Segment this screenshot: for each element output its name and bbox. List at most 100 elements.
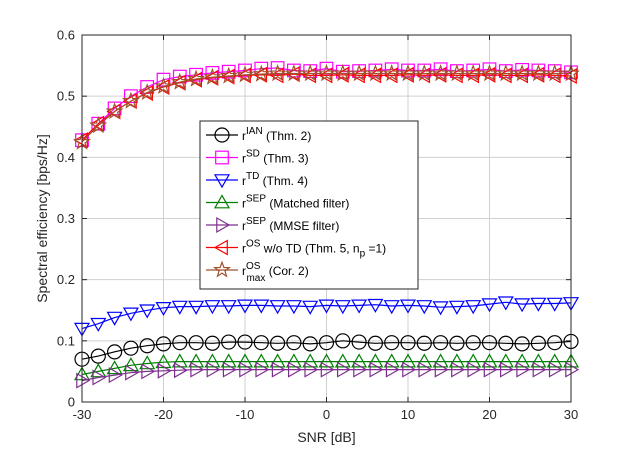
y-tick-label: 0.6 xyxy=(57,28,75,43)
data-point xyxy=(546,67,561,84)
data-point xyxy=(236,353,254,368)
data-point xyxy=(204,353,221,368)
y-tick-label: 0.5 xyxy=(57,89,75,104)
legend: rIAN (Thm. 2) rSD (Thm. 3) rTD (Thm. 4) rSE… xyxy=(199,120,419,290)
data-point xyxy=(239,361,254,378)
data-point xyxy=(496,64,515,82)
data-point xyxy=(369,361,384,378)
data-point xyxy=(415,64,434,82)
data-point xyxy=(530,66,545,83)
data-point xyxy=(237,334,253,350)
y-axis-label: Spectral efficiency [bps/Hz] xyxy=(34,134,50,303)
data-point xyxy=(106,344,123,360)
data-point xyxy=(353,361,368,378)
data-point xyxy=(431,64,450,82)
data-point xyxy=(367,353,384,368)
legend-item: rIAN (Thm. 2) xyxy=(206,126,311,143)
x-tick-label: 20 xyxy=(482,407,496,422)
legend-label: rOS max (Cor. 2) xyxy=(242,261,309,284)
data-point xyxy=(334,300,351,315)
data-point xyxy=(268,64,287,82)
data-point xyxy=(155,336,172,352)
data-point xyxy=(92,369,107,386)
data-point xyxy=(270,61,285,75)
data-point xyxy=(516,361,531,378)
data-point xyxy=(334,353,351,368)
data-point xyxy=(122,357,139,372)
data-point xyxy=(448,300,465,315)
data-point xyxy=(171,353,188,368)
data-point xyxy=(125,364,140,381)
legend-label: rSEP (MMSE filter) xyxy=(242,216,339,233)
legend-marker xyxy=(213,194,231,209)
data-point xyxy=(498,335,514,351)
y-tick-label: 0.3 xyxy=(57,211,75,226)
data-point xyxy=(318,353,335,368)
data-point xyxy=(333,64,352,82)
data-point xyxy=(481,66,496,83)
data-point xyxy=(481,298,498,313)
data-point xyxy=(464,67,480,84)
legend-marker xyxy=(213,260,231,278)
x-tick-label: 10 xyxy=(401,407,415,422)
series-r_SEP_MMSE xyxy=(76,361,580,389)
data-point xyxy=(269,67,284,84)
data-point xyxy=(188,353,205,368)
data-point xyxy=(385,361,400,378)
data-point xyxy=(221,64,236,79)
data-point xyxy=(106,360,123,375)
data-point xyxy=(238,63,252,78)
data-point xyxy=(546,353,563,368)
data-point xyxy=(416,335,432,351)
data-point xyxy=(302,353,319,368)
data-point xyxy=(467,361,482,378)
data-point xyxy=(400,335,416,351)
data-point xyxy=(139,338,155,354)
data-point xyxy=(285,300,302,315)
legend-box xyxy=(199,120,419,290)
y-tick-label: 0.1 xyxy=(57,333,75,348)
data-point xyxy=(123,340,139,356)
data-point xyxy=(221,334,237,350)
data-point xyxy=(219,66,238,84)
data-point xyxy=(121,91,140,109)
data-point xyxy=(155,353,172,369)
plot-series xyxy=(73,61,580,389)
data-point xyxy=(402,361,417,378)
data-point xyxy=(545,64,564,82)
data-point xyxy=(530,335,547,351)
data-point xyxy=(190,361,205,378)
data-point xyxy=(220,300,237,315)
data-point xyxy=(271,361,286,378)
series-line xyxy=(81,361,571,376)
data-point xyxy=(90,348,106,364)
data-point xyxy=(138,83,157,101)
data-point xyxy=(269,353,286,368)
x-tick-label: -20 xyxy=(154,407,173,422)
data-point xyxy=(514,336,530,352)
data-point xyxy=(448,353,465,368)
data-point xyxy=(532,361,547,378)
data-point xyxy=(220,353,237,368)
series-r_OS_woTD xyxy=(73,66,577,149)
data-point xyxy=(170,72,189,90)
series-line xyxy=(81,369,571,382)
data-point xyxy=(530,297,547,312)
data-point xyxy=(318,299,335,314)
x-tick-label: 30 xyxy=(564,407,578,422)
legend-item: rSEP (Matched filter) xyxy=(206,194,349,211)
data-point xyxy=(482,62,497,77)
data-point xyxy=(366,64,385,82)
data-point xyxy=(335,333,351,349)
legend-item: rSEP (MMSE filter) xyxy=(206,216,339,234)
data-point xyxy=(367,335,383,351)
legend-label: rSD (Thm. 3) xyxy=(242,149,309,166)
data-point xyxy=(367,67,382,84)
data-point xyxy=(562,67,577,85)
data-point xyxy=(252,64,271,82)
data-point xyxy=(384,335,400,351)
data-point xyxy=(383,353,400,368)
legend-item: rOS w/o TD (Thm. 5, np =1) xyxy=(206,239,386,260)
data-point xyxy=(206,361,221,378)
